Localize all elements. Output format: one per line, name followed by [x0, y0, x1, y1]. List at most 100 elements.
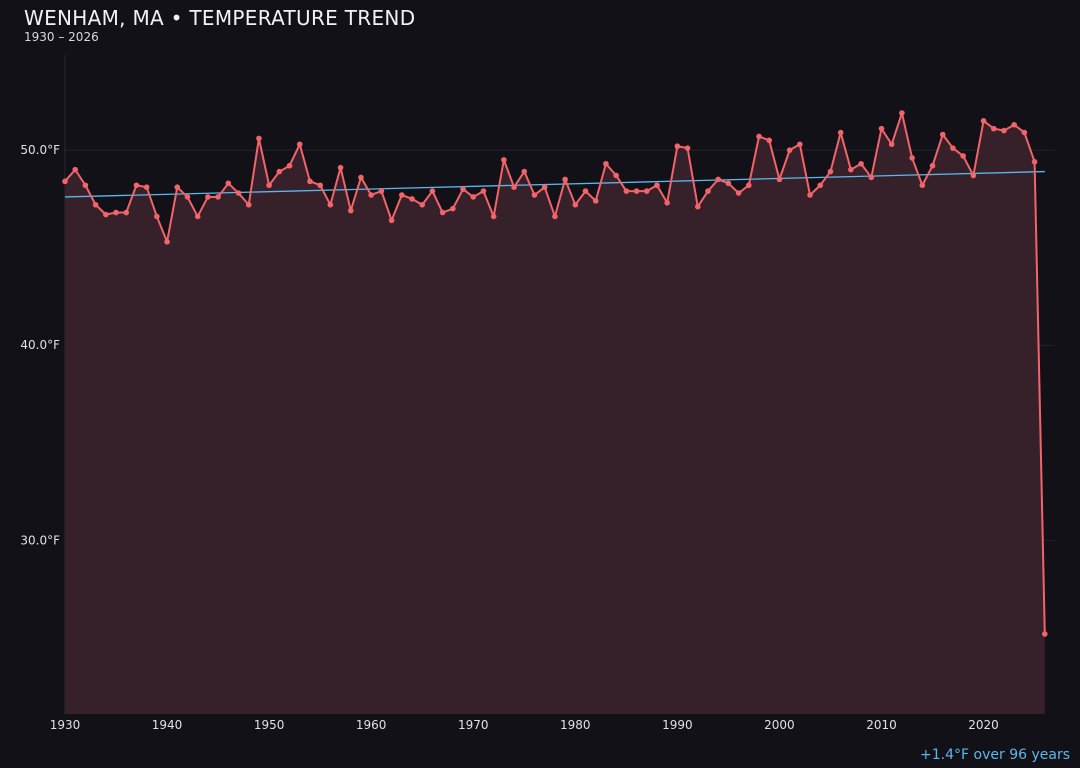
data-point	[990, 125, 997, 132]
data-point	[92, 201, 99, 208]
x-tick-label: 2020	[968, 718, 999, 732]
data-point	[980, 118, 987, 124]
data-point	[684, 145, 691, 151]
data-point	[919, 182, 926, 189]
data-point	[766, 137, 773, 144]
data-point	[899, 110, 905, 116]
data-point	[817, 182, 824, 189]
chart-title: WENHAM, MA • TEMPERATURE TREND	[24, 6, 416, 30]
data-point	[582, 188, 589, 194]
data-point	[1011, 121, 1017, 128]
trend-line	[64, 170, 1045, 198]
data-point	[174, 184, 181, 190]
data-point	[194, 213, 201, 220]
data-point	[531, 192, 538, 198]
data-point	[317, 182, 323, 189]
data-point	[103, 211, 109, 218]
data-point	[327, 201, 334, 208]
y-tick-label: 30.0°F	[20, 533, 60, 547]
data-point	[807, 192, 813, 198]
x-tick-label: 1960	[356, 718, 387, 732]
data-point	[797, 141, 803, 148]
data-point	[623, 188, 630, 194]
data-point	[592, 198, 599, 204]
data-point	[62, 178, 68, 185]
data-point	[664, 199, 670, 206]
data-point	[1021, 129, 1028, 136]
data-point	[786, 147, 793, 153]
data-point	[705, 188, 711, 194]
data-point	[572, 201, 579, 208]
data-point	[756, 133, 762, 140]
data-point	[521, 168, 528, 175]
data-point	[154, 213, 160, 220]
data-point	[501, 157, 507, 163]
data-point	[266, 182, 272, 189]
y-tick-label: 40.0°F	[20, 338, 60, 352]
data-point	[613, 172, 619, 179]
data-point	[143, 184, 150, 190]
data-point	[113, 209, 119, 216]
data-point	[337, 164, 344, 171]
data-point	[939, 131, 946, 138]
data-point	[215, 194, 221, 200]
data-point	[654, 182, 660, 189]
data-point	[409, 196, 415, 202]
area-fill	[65, 113, 1045, 715]
data-point	[633, 188, 640, 194]
data-point	[378, 188, 385, 194]
x-tick-label: 1940	[152, 718, 183, 732]
data-point	[827, 168, 834, 175]
data-point	[562, 176, 568, 183]
chart-subtitle: 1930 – 2026	[24, 30, 99, 44]
data-point	[429, 188, 436, 194]
data-point	[1041, 631, 1048, 637]
x-tick-label: 2000	[764, 718, 795, 732]
data-point	[848, 166, 854, 173]
data-point	[480, 188, 487, 194]
data-point	[225, 180, 232, 187]
x-tick-label: 1970	[458, 718, 489, 732]
data-point	[888, 141, 895, 148]
data-point	[868, 174, 875, 181]
data-point	[460, 186, 466, 192]
x-tick-label: 1980	[560, 718, 591, 732]
trend-annotation: +1.4°F over 96 years	[920, 747, 1070, 763]
data-point	[541, 184, 548, 190]
data-point	[970, 172, 977, 179]
data-point	[358, 174, 364, 181]
data-point	[450, 205, 456, 212]
data-point	[205, 194, 211, 200]
data-point	[184, 194, 191, 200]
data-point	[164, 239, 170, 245]
x-tick-label: 1950	[254, 718, 285, 732]
data-point	[735, 190, 742, 196]
data-point	[603, 160, 609, 167]
data-point	[72, 166, 79, 173]
data-point	[552, 213, 558, 220]
data-point	[950, 145, 956, 151]
data-point	[276, 168, 283, 175]
data-point	[470, 194, 477, 200]
x-tick-label: 1990	[662, 718, 693, 732]
data-point	[368, 192, 374, 198]
data-point	[837, 129, 844, 136]
data-point	[858, 160, 864, 167]
data-point	[439, 209, 446, 216]
data-point	[256, 135, 262, 142]
x-tick-label: 1930	[50, 718, 81, 732]
data-point	[419, 201, 426, 208]
data-point	[235, 190, 242, 196]
data-point	[245, 201, 252, 208]
data-point	[123, 209, 130, 216]
x-tick-label: 2010	[866, 718, 897, 732]
data-point	[399, 192, 405, 198]
data-point	[347, 207, 354, 214]
data-point	[511, 184, 517, 190]
data-point	[694, 203, 701, 210]
data-point	[776, 176, 783, 183]
data-point	[388, 217, 395, 224]
data-point	[286, 162, 293, 169]
data-point	[133, 182, 140, 189]
